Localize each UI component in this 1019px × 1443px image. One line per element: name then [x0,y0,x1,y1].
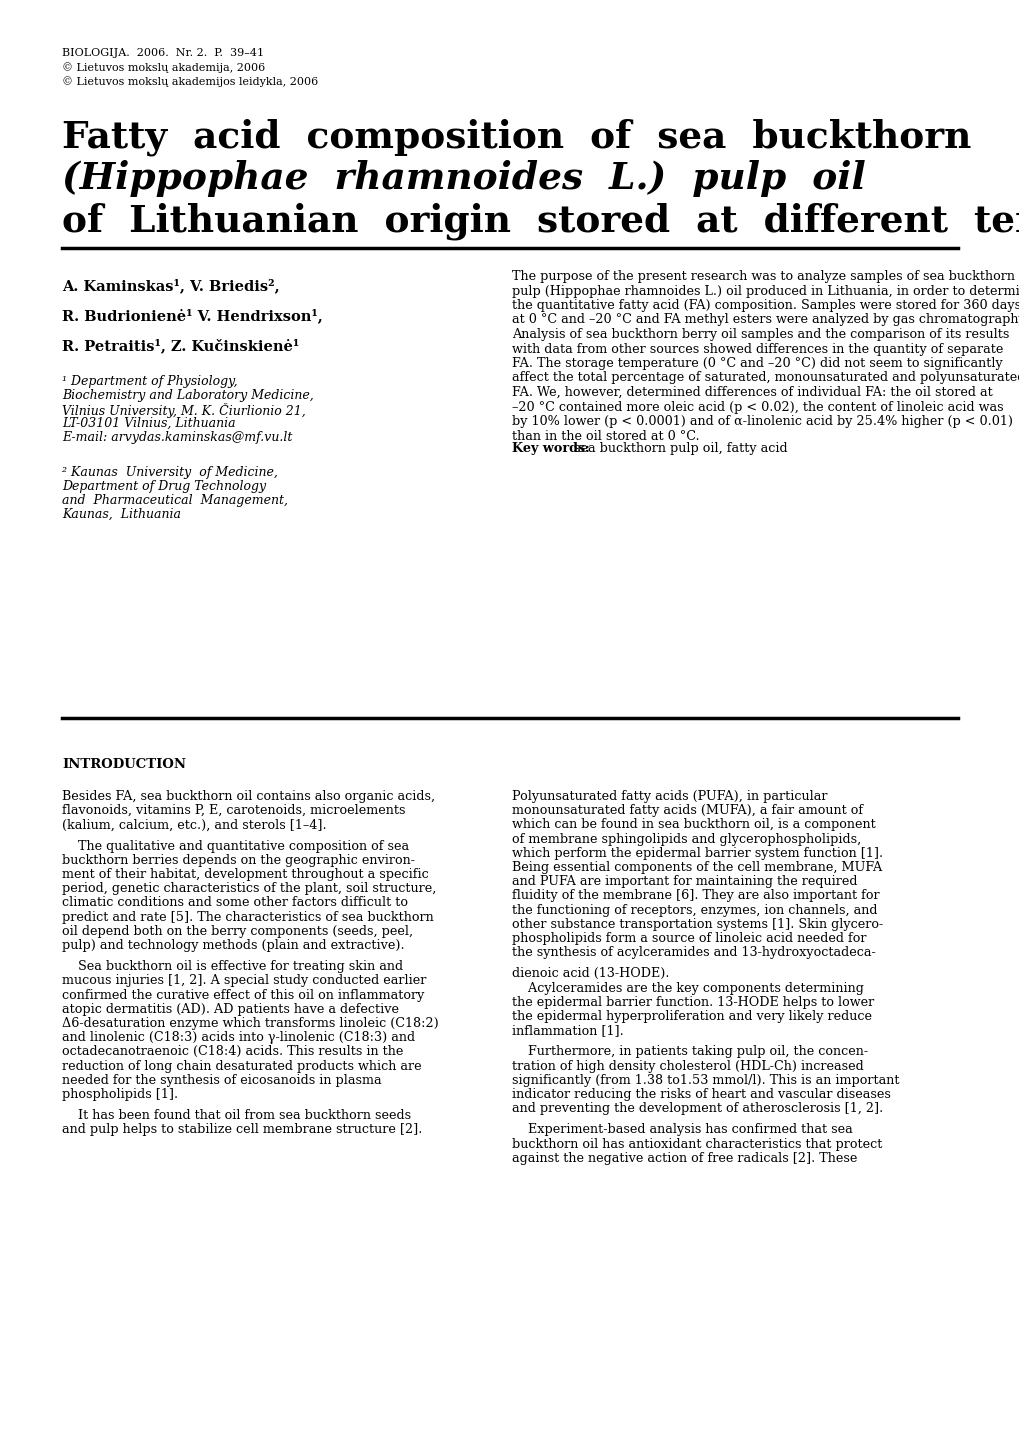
Text: climatic conditions and some other factors difficult to: climatic conditions and some other facto… [62,896,408,909]
Text: other substance transportation systems [1]. Skin glycero-: other substance transportation systems [… [512,918,882,931]
Text: and pulp helps to stabilize cell membrane structure [2].: and pulp helps to stabilize cell membran… [62,1124,422,1137]
Text: LT-03101 Vilnius, Lithuania: LT-03101 Vilnius, Lithuania [62,417,235,430]
Text: Being essential components of the cell membrane, MUFA: Being essential components of the cell m… [512,861,881,874]
Text: R. Petraitis¹, Z. Kučinskienė¹: R. Petraitis¹, Z. Kučinskienė¹ [62,338,299,352]
Text: predict and rate [5]. The characteristics of sea buckthorn: predict and rate [5]. The characteristic… [62,911,433,924]
Text: and preventing the development of atherosclerosis [1, 2].: and preventing the development of athero… [512,1102,882,1115]
Text: phospholipids form a source of linoleic acid needed for: phospholipids form a source of linoleic … [512,932,866,945]
Text: against the negative action of free radicals [2]. These: against the negative action of free radi… [512,1152,857,1165]
Text: Department of Drug Technology: Department of Drug Technology [62,481,266,494]
Text: oil depend both on the berry components (seeds, peel,: oil depend both on the berry components … [62,925,413,938]
Text: Analysis of sea buckthorn berry oil samples and the comparison of its results: Analysis of sea buckthorn berry oil samp… [512,328,1009,341]
Text: pulp) and technology methods (plain and extractive).: pulp) and technology methods (plain and … [62,939,405,952]
Text: Acylceramides are the key components determining: Acylceramides are the key components det… [512,981,863,994]
Text: A. Kaminskas¹, V. Briedis²,: A. Kaminskas¹, V. Briedis², [62,278,279,293]
Text: fluidity of the membrane [6]. They are also important for: fluidity of the membrane [6]. They are a… [512,889,878,902]
Text: flavonoids, vitamins P, E, carotenoids, microelements: flavonoids, vitamins P, E, carotenoids, … [62,804,406,817]
Text: © Lietuvos mokslų akademijos leidykla, 2006: © Lietuvos mokslų akademijos leidykla, 2… [62,76,318,87]
Text: and PUFA are important for maintaining the required: and PUFA are important for maintaining t… [512,876,857,889]
Text: significantly (from 1.38 to1.53 mmol/l). This is an important: significantly (from 1.38 to1.53 mmol/l).… [512,1074,899,1087]
Text: ² Kaunas  University  of Medicine,: ² Kaunas University of Medicine, [62,466,277,479]
Text: than in the oil stored at 0 °C.: than in the oil stored at 0 °C. [512,430,699,443]
Text: Vilnius University, M. K. Čiurlionio 21,: Vilnius University, M. K. Čiurlionio 21, [62,403,306,418]
Text: and  Pharmaceutical  Management,: and Pharmaceutical Management, [62,494,287,506]
Text: period, genetic characteristics of the plant, soil structure,: period, genetic characteristics of the p… [62,882,436,895]
Text: the synthesis of acylceramides and 13-hydroxyoctadeca-: the synthesis of acylceramides and 13-hy… [512,947,875,960]
Text: Sea buckthorn oil is effective for treating skin and: Sea buckthorn oil is effective for treat… [62,960,403,973]
Text: buckthorn berries depends on the geographic environ-: buckthorn berries depends on the geograp… [62,854,415,867]
Text: at 0 °C and –20 °C and FA methyl esters were analyzed by gas chromatography.: at 0 °C and –20 °C and FA methyl esters … [512,313,1019,326]
Text: dienoic acid (13-HODE).: dienoic acid (13-HODE). [512,967,668,980]
Text: Polyunsaturated fatty acids (PUFA), in particular: Polyunsaturated fatty acids (PUFA), in p… [512,789,826,802]
Text: needed for the synthesis of eicosanoids in plasma: needed for the synthesis of eicosanoids … [62,1074,381,1087]
Text: –20 °C contained more oleic acid (p < 0.02), the content of linoleic acid was: –20 °C contained more oleic acid (p < 0.… [512,401,1003,414]
Text: the epidermal hyperproliferation and very likely reduce: the epidermal hyperproliferation and ver… [512,1010,871,1023]
Text: The qualitative and quantitative composition of sea: The qualitative and quantitative composi… [62,840,409,853]
Text: Besides FA, sea buckthorn oil contains also organic acids,: Besides FA, sea buckthorn oil contains a… [62,789,435,802]
Text: inflammation [1].: inflammation [1]. [512,1025,624,1038]
Text: mucous injuries [1, 2]. A special study conducted earlier: mucous injuries [1, 2]. A special study … [62,974,426,987]
Text: pulp (Hippophae rhamnoides L.) oil produced in Lithuania, in order to determine: pulp (Hippophae rhamnoides L.) oil produ… [512,284,1019,297]
Text: the quantitative fatty acid (FA) composition. Samples were stored for 360 days: the quantitative fatty acid (FA) composi… [512,299,1019,312]
Text: E-mail: arvydas.kaminskas@mf.vu.lt: E-mail: arvydas.kaminskas@mf.vu.lt [62,431,292,444]
Text: It has been found that oil from sea buckthorn seeds: It has been found that oil from sea buck… [62,1110,411,1123]
Text: (Hippophae  rhamnoides  L.)  pulp  oil: (Hippophae rhamnoides L.) pulp oil [62,160,865,198]
Text: of membrane sphingolipids and glycerophospholipids,: of membrane sphingolipids and glyceropho… [512,833,860,846]
Text: sea buckthorn pulp oil, fatty acid: sea buckthorn pulp oil, fatty acid [570,442,787,455]
Text: affect the total percentage of saturated, monounsaturated and polyunsaturated: affect the total percentage of saturated… [512,371,1019,384]
Text: reduction of long chain desaturated products which are: reduction of long chain desaturated prod… [62,1059,421,1072]
Text: of  Lithuanian  origin  stored  at  different  temperatures: of Lithuanian origin stored at different… [62,202,1019,240]
Text: which perform the epidermal barrier system function [1].: which perform the epidermal barrier syst… [512,847,882,860]
Text: R. Budrionienė¹ V. Hendrixson¹,: R. Budrionienė¹ V. Hendrixson¹, [62,307,322,323]
Text: Fatty  acid  composition  of  sea  buckthorn: Fatty acid composition of sea buckthorn [62,118,970,156]
Text: Furthermore, in patients taking pulp oil, the concen-: Furthermore, in patients taking pulp oil… [512,1045,867,1058]
Text: which can be found in sea buckthorn oil, is a component: which can be found in sea buckthorn oil,… [512,818,875,831]
Text: by 10% lower (p < 0.0001) and of α-linolenic acid by 25.4% higher (p < 0.01): by 10% lower (p < 0.0001) and of α-linol… [512,416,1012,429]
Text: ment of their habitat, development throughout a specific: ment of their habitat, development throu… [62,869,428,882]
Text: tration of high density cholesterol (HDL-Ch) increased: tration of high density cholesterol (HDL… [512,1059,863,1072]
Text: monounsaturated fatty acids (MUFA), a fair amount of: monounsaturated fatty acids (MUFA), a fa… [512,804,862,817]
Text: Experiment-based analysis has confirmed that sea: Experiment-based analysis has confirmed … [512,1124,852,1137]
Text: buckthorn oil has antioxidant characteristics that protect: buckthorn oil has antioxidant characteri… [512,1137,881,1150]
Text: octadecanotraenoic (C18:4) acids. This results in the: octadecanotraenoic (C18:4) acids. This r… [62,1045,403,1058]
Text: INTRODUCTION: INTRODUCTION [62,758,185,771]
Text: phospholipids [1].: phospholipids [1]. [62,1088,178,1101]
Text: © Lietuvos mokslų akademija, 2006: © Lietuvos mokslų akademija, 2006 [62,62,265,72]
Text: Δ6-desaturation enzyme which transforms linoleic (C18:2): Δ6-desaturation enzyme which transforms … [62,1017,438,1030]
Text: the epidermal barrier function. 13-HODE helps to lower: the epidermal barrier function. 13-HODE … [512,996,873,1009]
Text: atopic dermatitis (AD). AD patients have a defective: atopic dermatitis (AD). AD patients have… [62,1003,398,1016]
Text: FA. We, however, determined differences of individual FA: the oil stored at: FA. We, however, determined differences … [512,385,991,400]
Text: FA. The storage temperature (0 °C and –20 °C) did not seem to significantly: FA. The storage temperature (0 °C and –2… [512,356,1002,369]
Text: Key words:: Key words: [512,442,589,455]
Text: Biochemistry and Laboratory Medicine,: Biochemistry and Laboratory Medicine, [62,390,314,403]
Text: Kaunas,  Lithuania: Kaunas, Lithuania [62,508,180,521]
Text: with data from other sources showed differences in the quantity of separate: with data from other sources showed diff… [512,342,1003,355]
Text: and linolenic (C18:3) acids into γ-linolenic (C18:3) and: and linolenic (C18:3) acids into γ-linol… [62,1032,415,1045]
Text: BIOLOGIJA.  2006.  Nr. 2.  P.  39–41: BIOLOGIJA. 2006. Nr. 2. P. 39–41 [62,48,264,58]
Text: ¹ Department of Physiology,: ¹ Department of Physiology, [62,375,237,388]
Text: indicator reducing the risks of heart and vascular diseases: indicator reducing the risks of heart an… [512,1088,890,1101]
Text: (kalium, calcium, etc.), and sterols [1–4].: (kalium, calcium, etc.), and sterols [1–… [62,818,326,831]
Text: The purpose of the present research was to analyze samples of sea buckthorn: The purpose of the present research was … [512,270,1014,283]
Text: confirmed the curative effect of this oil on inflammatory: confirmed the curative effect of this oi… [62,988,424,1001]
Text: the functioning of receptors, enzymes, ion channels, and: the functioning of receptors, enzymes, i… [512,903,876,916]
